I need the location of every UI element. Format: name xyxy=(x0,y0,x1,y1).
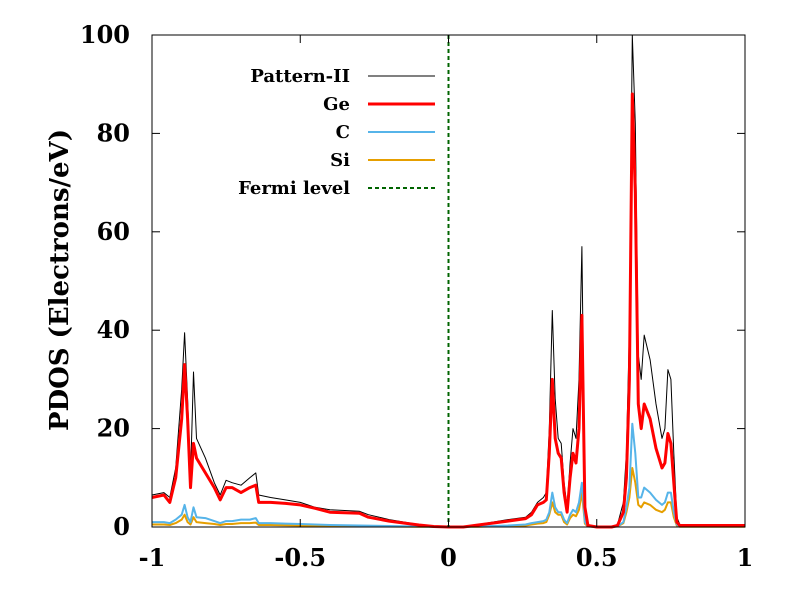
legend: Pattern-II Ge C Si Fermi level xyxy=(238,66,435,199)
x-tick-label: 0.5 xyxy=(576,543,618,572)
y-tick-label: 60 xyxy=(97,217,130,246)
legend-label-pattern-ii: Pattern-II xyxy=(250,66,350,87)
legend-label-si: Si xyxy=(330,150,350,171)
plot-lines xyxy=(151,34,745,529)
axis-ticks xyxy=(151,34,746,528)
x-tick-label: -0.5 xyxy=(274,543,326,572)
legend-label-fermi-level: Fermi level xyxy=(238,178,350,199)
x-tick-label: -1 xyxy=(139,543,166,572)
legend-label-ge: Ge xyxy=(323,94,350,115)
x-tick-label: 0 xyxy=(440,543,457,572)
x-tick-labels: -1 -0.5 0 0.5 1 xyxy=(139,543,754,572)
legend-label-c: C xyxy=(336,122,350,143)
y-axis-title: PDOS (Electrons/eV) xyxy=(45,129,75,431)
series-line-ge xyxy=(151,92,745,529)
y-tick-label: 20 xyxy=(97,414,130,443)
series-line-pattern-ii xyxy=(151,34,745,528)
y-tick-labels: 0 20 40 60 80 100 xyxy=(80,20,130,541)
y-tick-label: 40 xyxy=(97,315,130,344)
y-tick-label: 100 xyxy=(80,20,130,49)
y-tick-label: 0 xyxy=(113,512,130,541)
series-line-c xyxy=(152,422,745,528)
y-tick-label: 80 xyxy=(97,118,130,147)
x-tick-label: 1 xyxy=(737,543,754,572)
